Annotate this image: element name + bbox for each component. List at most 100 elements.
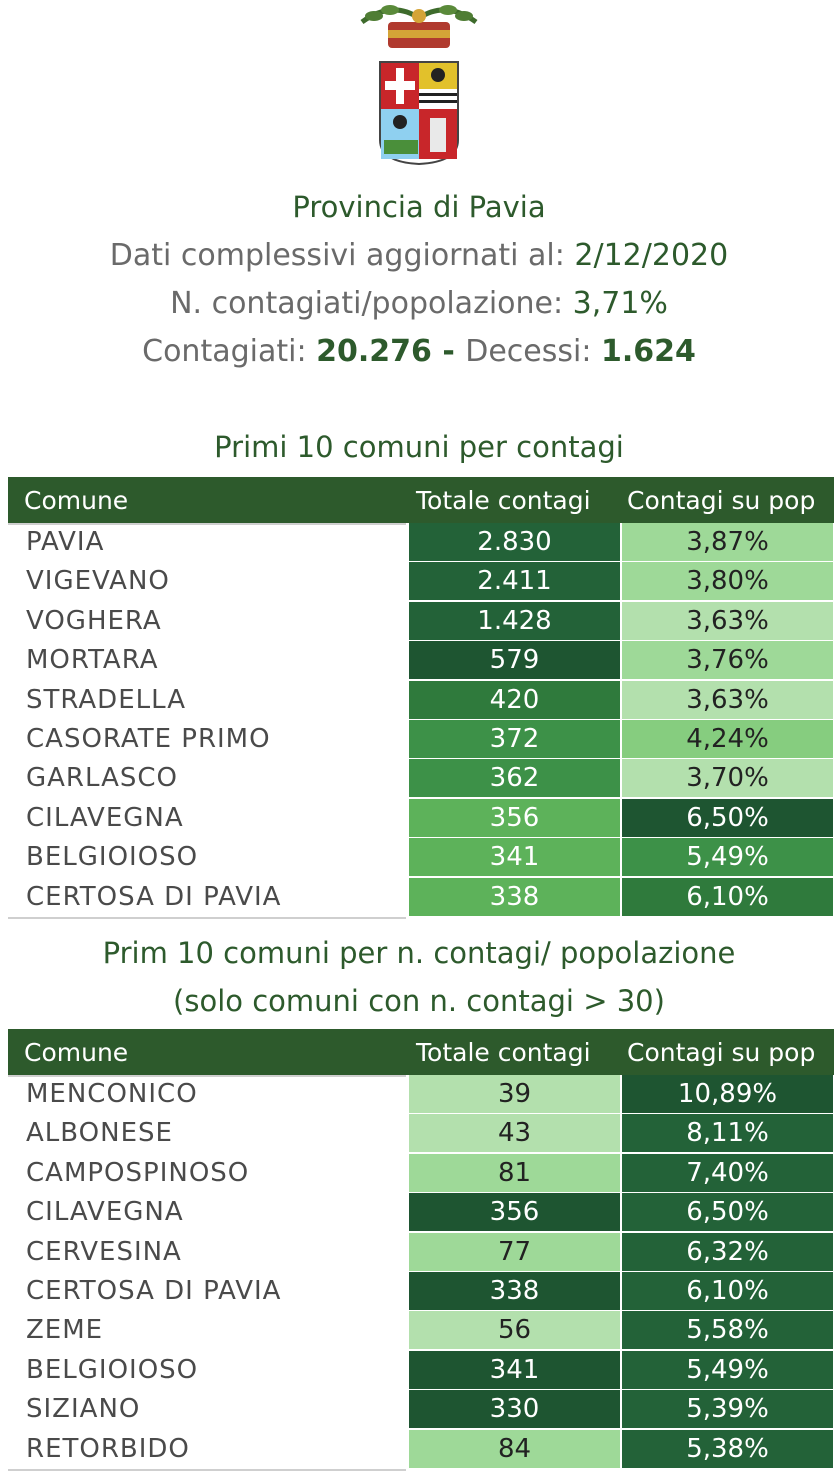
infection-ratio-value: 3,71% bbox=[572, 286, 668, 321]
case-ratio-cell: 3,80% bbox=[622, 562, 833, 601]
table-row: MENCONICO 39 10,89% bbox=[8, 1075, 834, 1114]
shield-icon bbox=[379, 61, 459, 166]
divider bbox=[8, 1075, 406, 1077]
table-row: PAVIA 2.830 3,87% bbox=[8, 523, 834, 562]
case-ratio-cell: 6,50% bbox=[622, 798, 833, 837]
municipality-name: VIGEVANO bbox=[26, 566, 170, 597]
update-date-value: 2/12/2020 bbox=[574, 238, 729, 273]
total-cases-cell: 2.830 bbox=[409, 523, 620, 561]
table-row: RETORBIDO 84 5,38% bbox=[8, 1429, 834, 1469]
table1-title: Primi 10 comuni per contagi bbox=[214, 430, 624, 464]
deaths-value: 1.624 bbox=[600, 334, 696, 369]
municipality-name: VOGHERA bbox=[26, 605, 162, 636]
infection-ratio-label: N. contagiati/popolazione: bbox=[170, 286, 573, 321]
municipality-name: CERTOSA DI PAVIA bbox=[26, 881, 282, 912]
total-cases-cell: 420 bbox=[409, 680, 620, 719]
table-row: SIZIANO 330 5,39% bbox=[8, 1390, 834, 1429]
table-row: CILAVEGNA 356 6,50% bbox=[8, 798, 834, 838]
case-ratio-cell: 3,87% bbox=[622, 523, 833, 561]
infected-value: 20.276 bbox=[316, 334, 432, 369]
table-row: GARLASCO 362 3,70% bbox=[8, 759, 834, 798]
case-ratio-cell: 3,63% bbox=[622, 601, 833, 640]
case-ratio-cell: 5,58% bbox=[622, 1311, 833, 1350]
total-cases-cell: 330 bbox=[409, 1390, 620, 1429]
case-ratio-cell: 5,49% bbox=[622, 1350, 833, 1389]
top-municipalities-by-cases-table: Comune Totale contagi Contagi su pop PAV… bbox=[8, 477, 834, 919]
total-cases-cell: 338 bbox=[409, 877, 620, 916]
case-ratio-cell: 3,70% bbox=[622, 759, 833, 798]
total-cases-cell: 2.411 bbox=[409, 562, 620, 601]
case-ratio-cell: 6,10% bbox=[622, 1271, 833, 1310]
case-ratio-cell: 6,50% bbox=[622, 1193, 833, 1232]
case-ratio-cell: 10,89% bbox=[622, 1075, 833, 1113]
column-header-total: Totale contagi bbox=[416, 486, 591, 515]
case-ratio-cell: 8,11% bbox=[622, 1114, 833, 1153]
table2-title: Prim 10 comuni per n. contagi/ popolazio… bbox=[102, 936, 736, 970]
column-header-total: Totale contagi bbox=[416, 1038, 591, 1067]
case-ratio-cell: 5,39% bbox=[622, 1390, 833, 1429]
wreath-icon bbox=[360, 5, 478, 48]
municipality-name: BELGIOIOSO bbox=[26, 842, 199, 873]
total-cases-cell: 39 bbox=[409, 1075, 620, 1113]
column-header-comune: Comune bbox=[24, 486, 129, 515]
update-date-line: Dati complessivi aggiornati al: 2/12/202… bbox=[0, 238, 838, 273]
table-row: BELGIOIOSO 341 5,49% bbox=[8, 1350, 834, 1390]
case-ratio-cell: 6,32% bbox=[622, 1232, 833, 1271]
municipality-name: CERTOSA DI PAVIA bbox=[26, 1275, 282, 1306]
table-row: STRADELLA 420 3,63% bbox=[8, 680, 834, 720]
table-row: ALBONESE 43 8,11% bbox=[8, 1114, 834, 1153]
municipality-name: CERVESINA bbox=[26, 1236, 182, 1267]
total-cases-cell: 362 bbox=[409, 759, 620, 798]
total-cases-cell: 338 bbox=[409, 1271, 620, 1310]
table-row: CERTOSA DI PAVIA 338 6,10% bbox=[8, 1271, 834, 1311]
province-coat-of-arms bbox=[360, 5, 478, 166]
municipality-name: RETORBIDO bbox=[26, 1433, 190, 1464]
table-row: VOGHERA 1.428 3,63% bbox=[8, 601, 834, 641]
case-ratio-cell: 3,63% bbox=[622, 680, 833, 719]
total-cases-cell: 341 bbox=[409, 838, 620, 877]
total-cases-cell: 356 bbox=[409, 798, 620, 837]
table-row: CERVESINA 77 6,32% bbox=[8, 1232, 834, 1272]
total-cases-cell: 579 bbox=[409, 641, 620, 680]
table-row: CASORATE PRIMO 372 4,24% bbox=[8, 719, 834, 759]
case-ratio-cell: 3,76% bbox=[622, 641, 833, 680]
municipality-name: MORTARA bbox=[26, 645, 159, 676]
update-date-label: Dati complessivi aggiornati al: bbox=[109, 238, 575, 273]
municipality-name: ZEME bbox=[26, 1315, 104, 1346]
page-title: Provincia di Pavia bbox=[292, 190, 546, 224]
divider bbox=[8, 916, 406, 919]
municipality-name: CAMPOSPINOSO bbox=[26, 1157, 250, 1188]
case-ratio-cell: 7,40% bbox=[622, 1153, 833, 1192]
municipality-name: MENCONICO bbox=[26, 1079, 198, 1109]
column-header-pct: Contagi su pop bbox=[627, 1038, 816, 1067]
total-cases-cell: 341 bbox=[409, 1350, 620, 1389]
total-cases-cell: 81 bbox=[409, 1153, 620, 1192]
column-header-pct: Contagi su pop bbox=[627, 486, 816, 515]
table2-subtitle: (solo comuni con n. contagi > 30) bbox=[173, 984, 665, 1018]
municipality-name: CASORATE PRIMO bbox=[26, 723, 271, 754]
divider bbox=[8, 523, 406, 525]
table-row: ZEME 56 5,58% bbox=[8, 1311, 834, 1350]
municipality-name: STRADELLA bbox=[26, 684, 186, 715]
top-municipalities-by-ratio-table: Comune Totale contagi Contagi su pop MEN… bbox=[8, 1029, 834, 1471]
total-cases-cell: 43 bbox=[409, 1114, 620, 1153]
infected-label: Contagiati: bbox=[142, 334, 317, 369]
table-row: BELGIOIOSO 341 5,49% bbox=[8, 838, 834, 877]
municipality-name: PAVIA bbox=[26, 527, 105, 557]
municipality-name: CILAVEGNA bbox=[26, 802, 184, 833]
case-ratio-cell: 4,24% bbox=[622, 719, 833, 758]
municipality-name: BELGIOIOSO bbox=[26, 1354, 199, 1385]
case-ratio-cell: 6,10% bbox=[622, 877, 833, 916]
table-row: CAMPOSPINOSO 81 7,40% bbox=[8, 1153, 834, 1193]
table-row: MORTARA 579 3,76% bbox=[8, 641, 834, 680]
infection-ratio-line: N. contagiati/popolazione: 3,71% bbox=[0, 286, 838, 321]
separator: - bbox=[431, 334, 466, 369]
column-header-comune: Comune bbox=[24, 1038, 129, 1067]
total-cases-cell: 77 bbox=[409, 1232, 620, 1271]
table-row: CERTOSA DI PAVIA 338 6,10% bbox=[8, 877, 834, 917]
total-cases-cell: 372 bbox=[409, 719, 620, 758]
totals-line: Contagiati: 20.276 - Decessi: 1.624 bbox=[0, 334, 838, 369]
table-row: CILAVEGNA 356 6,50% bbox=[8, 1193, 834, 1232]
municipality-name: SIZIANO bbox=[26, 1394, 141, 1425]
case-ratio-cell: 5,38% bbox=[622, 1429, 833, 1468]
